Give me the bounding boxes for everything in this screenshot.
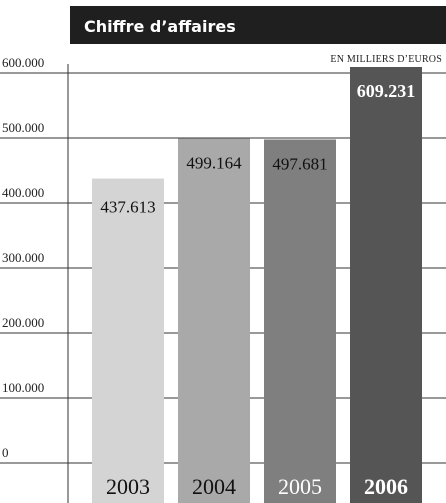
y-tick-label: 300.000	[2, 250, 44, 265]
category-label-2004: 2004	[192, 474, 236, 499]
value-label-2006: 609.231	[357, 81, 416, 101]
bar-2004	[178, 138, 250, 503]
category-label-2006: 2006	[364, 474, 408, 499]
value-labels: 437.613 499.164 497.681 609.231	[100, 81, 415, 217]
bar-2006	[350, 66, 422, 503]
chart-title: Chiffre d’affaires	[84, 17, 236, 36]
y-tick-label: 600.000	[2, 55, 44, 70]
value-label-2005: 497.681	[272, 155, 327, 174]
y-tick-label: 500.000	[2, 120, 44, 135]
y-tick-label: 100.000	[2, 380, 44, 395]
bars	[92, 66, 422, 503]
y-tick-label: 200.000	[2, 315, 44, 330]
category-labels: 2003 2004 2005 2006	[106, 474, 408, 499]
unit-label: EN MILLIERS D’EUROS	[330, 54, 442, 65]
y-tick-label: 0	[2, 445, 9, 460]
y-tick-label: 400.000	[2, 185, 44, 200]
y-tick-labels: 0 100.000 200.000 300.000 400.000 500.000 600.…	[2, 55, 44, 460]
value-label-2003: 437.613	[100, 198, 155, 217]
title-bar	[70, 6, 446, 44]
bar-2003	[92, 178, 164, 503]
category-label-2003: 2003	[106, 474, 150, 499]
bar-2005	[264, 139, 336, 503]
category-label-2005: 2005	[278, 474, 322, 499]
value-label-2004: 499.164	[186, 154, 242, 173]
